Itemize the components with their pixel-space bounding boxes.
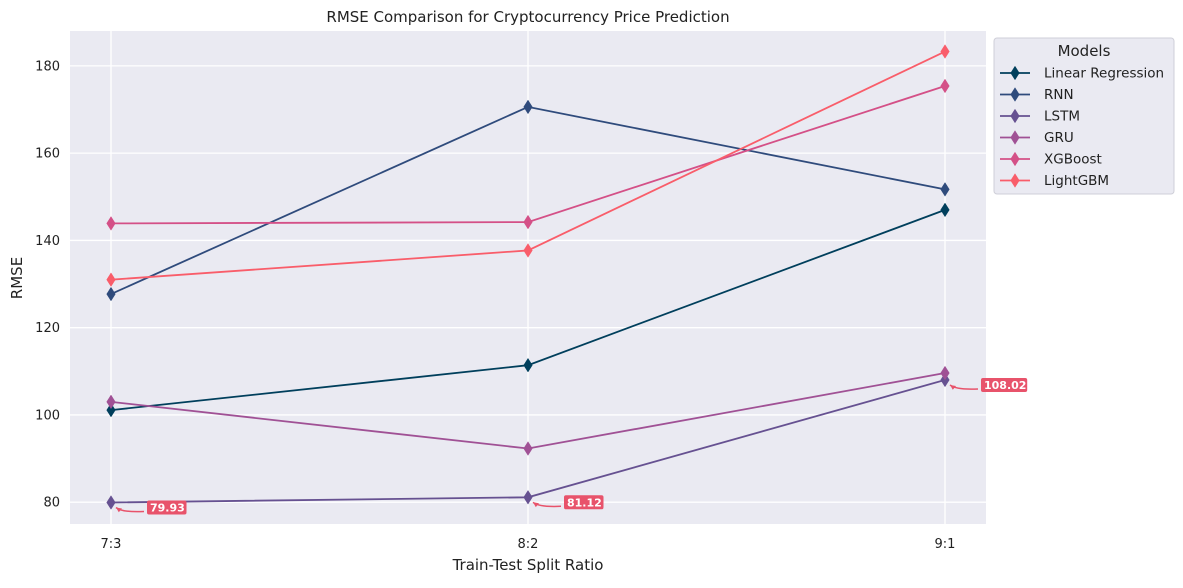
annotation-arrowhead <box>116 507 122 513</box>
legend-item-gru: GRU <box>1000 130 1074 146</box>
legend-item-lstm: LSTM <box>1000 109 1080 125</box>
legend-label: XGBoost <box>1044 152 1102 168</box>
legend-swatch-marker <box>1010 173 1020 188</box>
series-lightgbm <box>106 44 950 287</box>
annotation-label: 108.02 <box>984 379 1026 392</box>
data-point-lstm <box>106 495 116 510</box>
data-point-linear-regression <box>940 202 950 218</box>
x-tick-labels: 7:3 8:2 9:1 <box>101 537 956 552</box>
data-point-xgboost <box>523 214 533 230</box>
y-tick-label: 160 <box>35 147 60 162</box>
legend-box <box>993 37 1175 195</box>
data-point-lstm <box>523 490 533 505</box>
annotation-arrowhead <box>950 384 956 390</box>
y-tick-label: 100 <box>35 408 60 423</box>
x-tick-label: 7:3 <box>101 537 122 552</box>
annotation-arrowhead <box>533 502 539 508</box>
legend-label: Linear Regression <box>1044 66 1164 82</box>
legend-label: GRU <box>1044 130 1074 146</box>
y-axis-title: RMSE <box>8 257 26 299</box>
legend-item-rnn: RNN <box>1000 87 1074 103</box>
annotation-box <box>564 495 604 510</box>
legend-swatch-marker <box>1010 65 1020 81</box>
legend: Models Linear Regression RNN LSTM GRU XGBoos… <box>993 37 1175 195</box>
x-tick-label: 8:2 <box>518 537 539 552</box>
annotation-label: 79.93 <box>150 501 185 514</box>
data-point-linear-regression <box>523 357 533 373</box>
x-axis-title: Train-Test Split Ratio <box>452 556 604 574</box>
data-point-gru <box>523 441 533 456</box>
annotations: 79.93 81.12 108.02 <box>115 377 1028 515</box>
data-point-gru <box>940 365 950 381</box>
y-tick-label: 120 <box>35 321 60 336</box>
legend-swatch-marker <box>1010 130 1020 145</box>
series-rnn <box>106 99 950 302</box>
annotation-label: 81.12 <box>567 496 602 509</box>
legend-label: LightGBM <box>1044 173 1109 189</box>
legend-items: Linear Regression RNN LSTM GRU XGBoost LightG… <box>1000 66 1164 189</box>
series-lines <box>106 44 950 510</box>
y-tick-label: 180 <box>35 59 60 74</box>
data-point-gru <box>106 394 116 410</box>
legend-title: Models <box>1058 42 1111 60</box>
data-point-lightgbm <box>106 272 116 287</box>
x-tick-label: 9:1 <box>935 537 956 552</box>
legend-label: RNN <box>1044 87 1074 103</box>
legend-item-xgboost: XGBoost <box>1000 152 1102 168</box>
annotation: 81.12 <box>532 495 604 510</box>
data-point-xgboost <box>106 216 116 231</box>
annotation-box <box>981 377 1028 392</box>
legend-swatch-marker <box>1010 151 1020 167</box>
series-linear-regression <box>106 202 950 418</box>
series-gru <box>106 365 950 456</box>
legend-label: LSTM <box>1044 109 1080 125</box>
data-point-xgboost <box>940 78 950 94</box>
data-point-lightgbm <box>523 243 533 258</box>
annotation-box <box>147 500 187 515</box>
data-point-rnn <box>523 99 533 115</box>
legend-swatch-marker <box>1010 108 1020 124</box>
data-point-linear-regression <box>106 402 116 418</box>
legend-item-linear-regression: Linear Regression <box>1000 66 1164 82</box>
legend-swatch-marker <box>1010 87 1020 102</box>
annotation: 108.02 <box>949 377 1028 392</box>
data-point-rnn <box>940 182 950 197</box>
annotation: 79.93 <box>115 500 187 515</box>
y-tick-label: 80 <box>43 496 60 511</box>
chart-title: RMSE Comparison for Cryptocurrency Price… <box>326 8 729 26</box>
series-xgboost <box>106 78 950 231</box>
y-tick-labels: 80 100 120 140 160 180 <box>35 59 60 510</box>
y-tick-label: 140 <box>35 234 60 249</box>
legend-item-lightgbm: LightGBM <box>1000 173 1109 189</box>
data-point-rnn <box>106 286 116 302</box>
data-point-lightgbm <box>940 44 950 59</box>
series-lstm <box>106 372 950 510</box>
